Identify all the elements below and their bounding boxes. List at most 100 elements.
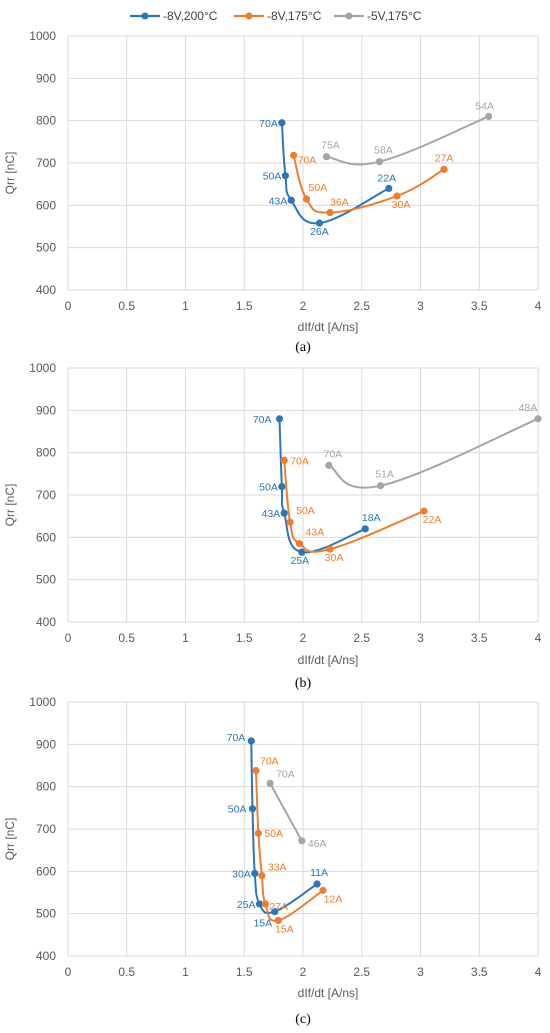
- x-axis-title: dIf/dt [A/ns]: [298, 986, 359, 1000]
- data-label: 43A: [262, 508, 281, 520]
- data-point: [375, 158, 383, 166]
- data-label: 12A: [324, 893, 343, 905]
- y-axis-title: Qrr [nC]: [3, 818, 17, 861]
- data-label: 50A: [259, 482, 278, 494]
- y-tick-label: 500: [36, 241, 56, 255]
- data-point: [393, 192, 401, 200]
- x-tick-label: 3: [417, 299, 424, 313]
- panel-caption: (b): [295, 676, 312, 691]
- data-label: 50A: [263, 171, 282, 183]
- data-point: [274, 916, 282, 925]
- data-point: [281, 172, 289, 180]
- y-tick-label: 700: [36, 488, 56, 502]
- data-point: [275, 415, 284, 423]
- x-tick-label: 1.5: [236, 299, 253, 313]
- series-1: 70A 50A 30A 25A 15A 11A: [227, 732, 328, 930]
- data-label: 26A: [310, 226, 329, 238]
- data-point: [325, 461, 333, 469]
- legend-marker: [345, 12, 353, 20]
- data-label: 46A: [308, 838, 327, 850]
- data-point: [290, 151, 298, 159]
- data-point: [247, 737, 255, 745]
- series-line: [328, 417, 539, 489]
- panel-caption: (c): [295, 1012, 311, 1027]
- y-tick-label: 1000: [29, 695, 56, 709]
- data-point: [361, 525, 369, 533]
- data-point: [298, 548, 306, 556]
- legend-item: -8V,200°C: [130, 9, 218, 23]
- data-point: [252, 766, 260, 775]
- data-label: 33A: [268, 862, 287, 874]
- legend-item: -5V,175°C: [334, 9, 422, 23]
- data-label: 51A: [375, 469, 394, 481]
- x-tick-label: 0: [65, 965, 72, 979]
- chart-panel-2: 0 0.5 1 1.5 2 2.5 3 3.5 4 400 500 600 700 800 900 1000 d…: [3, 361, 542, 691]
- y-axis-title: Qrr [nC]: [3, 484, 17, 527]
- data-point: [295, 540, 304, 548]
- y-tick-label: 400: [36, 283, 56, 297]
- data-point: [326, 545, 334, 553]
- data-point: [322, 153, 331, 161]
- data-label: 27A: [269, 901, 288, 913]
- gridlines: [67, 367, 539, 623]
- x-tick-label: 0: [65, 631, 72, 645]
- y-tick-label: 800: [36, 780, 56, 794]
- data-label: 22A: [377, 172, 396, 184]
- x-tick-label: 2.5: [353, 631, 370, 645]
- legend-item: -8V,175°C: [234, 9, 322, 23]
- data-label: 43A: [269, 195, 288, 207]
- x-tick-label: 4: [535, 299, 542, 313]
- data-label: 70A: [253, 414, 272, 426]
- data-label: 70A: [324, 448, 343, 460]
- y-tick-label: 600: [36, 530, 56, 544]
- x-tick-label: 3.5: [471, 631, 488, 645]
- data-label: 75A: [321, 140, 340, 152]
- series-3: 75A 58A 54A: [321, 100, 494, 166]
- data-label: 50A: [228, 804, 247, 816]
- data-point: [534, 415, 542, 423]
- data-point: [280, 509, 288, 517]
- x-axis-title: dIf/dt [A/ns]: [298, 653, 359, 667]
- data-label: 70A: [298, 154, 317, 166]
- data-label: 70A: [276, 768, 295, 780]
- series-line: [326, 115, 490, 166]
- series-3: 70A 51A 48A: [324, 402, 542, 490]
- data-point: [313, 880, 321, 888]
- data-point: [385, 184, 393, 192]
- series-line: [269, 782, 303, 842]
- gridlines: [67, 35, 539, 291]
- x-tick-label: 1.5: [236, 965, 253, 979]
- data-label: 43A: [305, 527, 324, 539]
- x-tick-label: 0.5: [118, 631, 135, 645]
- data-label: 70A: [227, 732, 246, 744]
- data-point: [302, 195, 311, 203]
- y-tick-label: 1000: [29, 29, 56, 43]
- data-label: 22A: [423, 514, 442, 526]
- data-label: 25A: [290, 555, 309, 567]
- y-tick-label: 400: [36, 615, 56, 629]
- data-point: [326, 208, 334, 217]
- data-label: 58A: [374, 145, 393, 157]
- x-tick-label: 2: [300, 631, 307, 645]
- x-tick-label: 3: [417, 965, 424, 979]
- x-tick-label: 0: [65, 299, 72, 313]
- data-point: [254, 829, 262, 837]
- data-point: [261, 900, 269, 908]
- data-point: [280, 456, 288, 464]
- x-tick-label: 3.5: [471, 299, 488, 313]
- panel-caption: (a): [295, 340, 311, 355]
- data-point: [248, 805, 257, 813]
- y-tick-label: 700: [36, 822, 56, 836]
- data-label: 70A: [260, 756, 279, 768]
- data-label: 15A: [275, 923, 294, 935]
- x-tick-label: 1.5: [236, 631, 253, 645]
- x-tick-label: 0.5: [118, 965, 135, 979]
- data-label: 50A: [296, 505, 315, 517]
- x-tick-label: 1: [182, 965, 189, 979]
- legend-label: -5V,175°C: [367, 9, 422, 23]
- data-label: 30A: [232, 868, 251, 880]
- x-tick-label: 0.5: [118, 299, 135, 313]
- x-tick-label: 2: [300, 965, 307, 979]
